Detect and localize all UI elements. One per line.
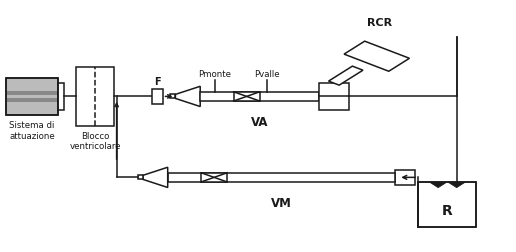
Polygon shape	[329, 67, 363, 86]
Text: VA: VA	[251, 115, 268, 128]
Polygon shape	[143, 168, 168, 188]
Bar	[319, 84, 349, 110]
Polygon shape	[175, 87, 200, 107]
Bar	[58, 84, 64, 110]
Bar	[7, 92, 57, 96]
Bar	[418, 183, 476, 227]
Polygon shape	[448, 183, 465, 188]
Bar	[168, 173, 395, 182]
Bar	[200, 92, 319, 102]
Bar	[418, 183, 475, 197]
Bar	[395, 170, 415, 185]
Polygon shape	[430, 183, 446, 188]
Bar	[138, 176, 143, 180]
Bar	[7, 99, 57, 103]
Text: VM: VM	[271, 196, 292, 209]
Text: Blocco
ventricolare: Blocco ventricolare	[70, 132, 121, 151]
Bar	[234, 92, 260, 102]
Bar	[152, 89, 163, 105]
Bar	[344, 42, 409, 72]
Text: Sistema di
attuazione: Sistema di attuazione	[9, 121, 55, 140]
Bar	[76, 68, 114, 126]
Text: Pvalle: Pvalle	[254, 70, 280, 79]
Bar	[6, 79, 58, 115]
Bar	[6, 79, 58, 115]
Bar	[170, 95, 175, 99]
Text: R: R	[442, 203, 452, 217]
Text: RCR: RCR	[367, 18, 392, 28]
Bar	[201, 173, 227, 182]
Bar	[418, 183, 476, 227]
Text: F: F	[154, 76, 160, 86]
Text: Pmonte: Pmonte	[198, 70, 231, 79]
